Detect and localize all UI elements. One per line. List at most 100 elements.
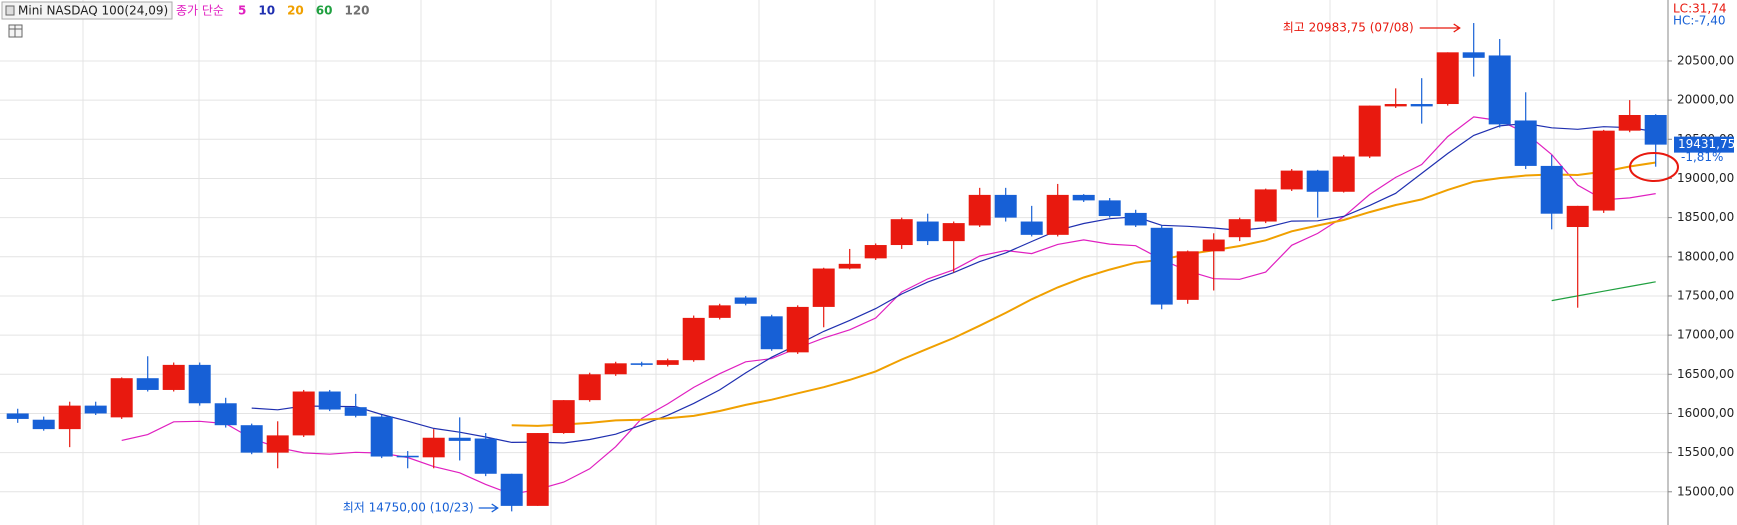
candle-body (6, 413, 29, 419)
candle-body (1514, 120, 1537, 166)
ma-line (511, 161, 1656, 427)
y-tick-label: 15000,00 (1677, 484, 1734, 498)
candle-body (916, 221, 939, 242)
candle-body (864, 245, 887, 259)
highlight-circle (1629, 152, 1679, 182)
candle-body (708, 305, 731, 318)
candle-body (422, 437, 445, 458)
candle-body (786, 306, 809, 353)
y-tick-label: 17500,00 (1677, 288, 1734, 302)
chart-title: Mini NASDAQ 100(24,09) (18, 4, 168, 18)
candle-body (1488, 55, 1511, 125)
low-arrow (478, 503, 499, 513)
legend: 5 10 20 60 120 (238, 4, 370, 18)
candle-body (526, 433, 549, 506)
candle-body (84, 405, 107, 414)
candle-body (1020, 221, 1043, 235)
change-label: -1,81% (1681, 150, 1723, 164)
candle-body (760, 316, 783, 350)
y-tick-label: 18500,00 (1677, 210, 1734, 224)
candle-body (838, 263, 861, 269)
candle-body (110, 378, 133, 418)
candle-body (1046, 194, 1069, 235)
candle-body (344, 407, 367, 416)
candle-body (370, 416, 393, 457)
legend-entry: 60 (316, 4, 333, 18)
candle-body (994, 194, 1017, 218)
candle-body (240, 425, 263, 453)
candle-body (552, 400, 575, 434)
candle-body (1540, 165, 1563, 214)
candle-body (292, 391, 315, 436)
annotations: 최고 20983,75 (07/08) 최저 14750,00 (10/23) (343, 21, 1461, 515)
legend-entry: 5 (238, 4, 246, 18)
candle-body (1124, 212, 1147, 226)
ma-line (1551, 281, 1656, 302)
candle-body (1618, 114, 1641, 131)
candle-body (890, 219, 913, 246)
candle-body (500, 473, 523, 506)
candle-body (942, 223, 965, 242)
candle-body (474, 438, 497, 474)
candle-body (1306, 170, 1329, 192)
candle-body (1176, 251, 1199, 300)
current-price-label: 19431,75 (1678, 137, 1735, 151)
y-tick-label: 15500,00 (1677, 445, 1734, 459)
candle-body (1280, 170, 1303, 190)
candle-body (734, 297, 757, 304)
candle-body (1228, 219, 1251, 238)
legend-entry: 10 (258, 4, 275, 18)
candle-body (630, 363, 653, 365)
candle-body (162, 364, 185, 390)
candle-body (604, 363, 627, 375)
y-tick-label: 20500,00 (1677, 53, 1734, 67)
title-box[interactable] (1, 1, 173, 20)
candle-body (58, 405, 81, 430)
candle-body (1072, 194, 1095, 201)
hc-label: HC:-7,40 (1673, 14, 1726, 28)
candle-body (448, 437, 471, 441)
candle-body (578, 374, 601, 401)
title-icon[interactable] (5, 5, 15, 16)
vertical-grid (82, 0, 1555, 525)
legend-entry: 20 (287, 4, 304, 18)
legend-entry: 120 (344, 4, 369, 18)
candle-body (1566, 205, 1589, 228)
candle-body (968, 194, 991, 226)
candle-body (812, 268, 835, 307)
y-tick-label: 17000,00 (1677, 328, 1734, 342)
candle-body (1462, 52, 1485, 58)
candle-body (1332, 156, 1355, 192)
candle-body (318, 391, 341, 410)
candle-body (188, 364, 211, 404)
y-tick-label: 18000,00 (1677, 249, 1734, 263)
candle-body (656, 360, 679, 365)
candle-body (32, 419, 55, 430)
candle-body (1150, 227, 1173, 305)
candle-body (396, 455, 419, 458)
y-tick-label: 16000,00 (1677, 406, 1734, 420)
lc-label: LC:31,74 (1673, 2, 1726, 16)
y-tick-label: 16500,00 (1677, 367, 1734, 381)
candle-body (136, 378, 159, 390)
high-arrow (1419, 23, 1461, 33)
candles (6, 23, 1667, 512)
candle-body (1098, 200, 1121, 217)
candle-body (214, 403, 237, 426)
candle-body (1592, 130, 1615, 211)
candle-body (266, 435, 289, 453)
low-annotation: 최저 14750,00 (10/23) (343, 501, 474, 515)
candle-body (1358, 105, 1381, 157)
high-annotation: 최고 20983,75 (07/08) (1283, 21, 1414, 35)
legend-title: 종가 단순 (176, 4, 224, 18)
candle-body (682, 317, 705, 361)
candle-body (1254, 189, 1277, 222)
current-price-box (1674, 136, 1734, 153)
candle-body (1644, 114, 1667, 145)
candle-body (1202, 239, 1225, 252)
candle-body (1384, 104, 1407, 107)
y-axis-labels: 15000,00 15500,00 16000,00 16500,00 17000,00… (1668, 53, 1734, 498)
y-tick-label: 19000,00 (1677, 171, 1734, 185)
